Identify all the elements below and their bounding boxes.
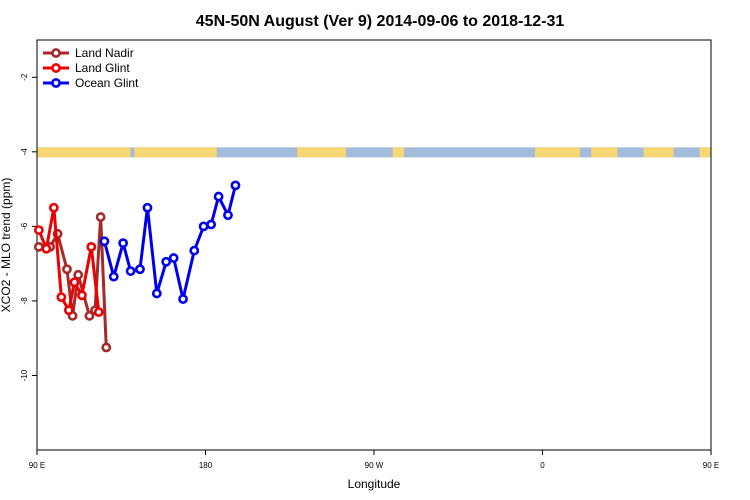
- series-point-1: [69, 277, 80, 288]
- series-point-1: [56, 292, 67, 303]
- map-strip-land: [591, 147, 618, 158]
- series-point-1: [41, 243, 52, 254]
- x-axis-label: Longitude: [348, 477, 401, 491]
- y-tick-label: -4: [20, 148, 29, 156]
- legend-marker: [51, 63, 61, 73]
- y-tick-label: -2: [20, 73, 29, 81]
- series-point-2: [230, 180, 241, 191]
- series-point-2: [168, 253, 179, 263]
- series-point-0: [95, 212, 106, 222]
- series-point-2: [135, 264, 145, 275]
- series-point-1: [77, 290, 87, 301]
- series-point-0: [73, 269, 84, 280]
- y-tick-label: -8: [20, 297, 29, 305]
- legend-marker: [51, 48, 61, 58]
- series-point-2: [151, 288, 162, 299]
- series-point-1: [33, 225, 44, 235]
- series-point-0: [62, 264, 72, 275]
- y-axis-label: XCO2 - MLO trend (ppm): [0, 178, 13, 313]
- map-strip-ocean: [37, 147, 711, 158]
- legend-label: Land Glint: [75, 61, 130, 75]
- series-point-2: [223, 210, 233, 221]
- x-tick-label: 90 W: [365, 461, 384, 470]
- x-tick-label: 180: [199, 461, 213, 470]
- series-point-2: [161, 256, 172, 267]
- series-point-2: [206, 219, 217, 230]
- series-point-2: [178, 294, 188, 304]
- series-point-0: [33, 241, 44, 252]
- map-strip-land: [37, 147, 131, 158]
- map-strip-land: [392, 147, 404, 158]
- x-tick-label: 90 E: [29, 461, 45, 470]
- series-point-2: [213, 191, 224, 202]
- map-strip-land: [297, 147, 346, 158]
- series-line-0: [38, 215, 108, 348]
- series-point-1: [86, 241, 97, 252]
- series-point-0: [84, 310, 95, 321]
- map-strip-land: [699, 147, 711, 158]
- map-strip-land: [643, 147, 674, 158]
- legend-marker: [51, 78, 61, 88]
- map-strip-land: [134, 147, 217, 158]
- y-tick-label: -6: [20, 222, 29, 230]
- series-point-2: [108, 271, 119, 282]
- y-tick-label: -10: [20, 369, 29, 381]
- x-tick-label: 90 E: [703, 461, 719, 470]
- series-point-2: [99, 236, 110, 247]
- series-point-2: [142, 202, 153, 213]
- series-point-2: [198, 221, 209, 232]
- series-point-2: [118, 238, 129, 249]
- series-point-2: [125, 266, 136, 276]
- series-point-1: [93, 307, 104, 317]
- legend-label: Land Nadir: [75, 46, 134, 60]
- series-point-0: [101, 342, 112, 353]
- chart-title: 45N-50N August (Ver 9) 2014-09-06 to 201…: [196, 13, 565, 30]
- series-point-1: [63, 305, 74, 316]
- legend-label: Ocean Glint: [75, 76, 139, 90]
- plot-frame: [36, 39, 712, 451]
- plot-area: 90 E 180 90 W 0 90 E -2 -4 -6 -8 -10: [20, 39, 719, 470]
- map-strip-land: [535, 147, 580, 158]
- series-point-2: [189, 245, 200, 256]
- x-tick-label: 0: [540, 461, 545, 470]
- series-point-1: [48, 202, 59, 213]
